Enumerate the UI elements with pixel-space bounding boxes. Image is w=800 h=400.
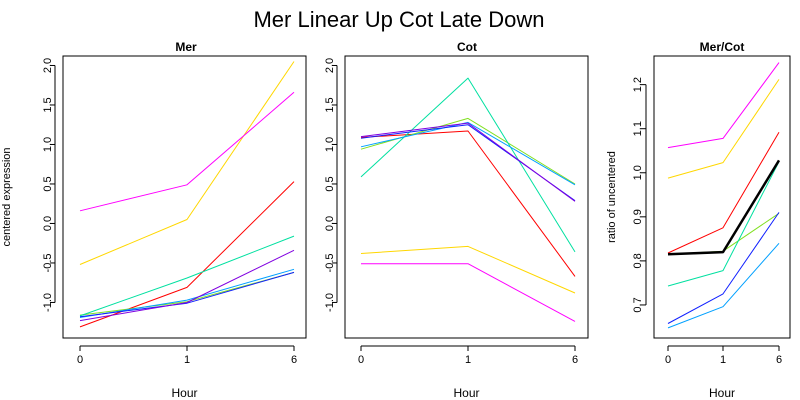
y-tick-label: -0.5 [324,253,336,272]
y-tick-label: 0.7 [632,297,644,312]
series-line-yellow [360,245,576,294]
y-tick-label: 1.5 [42,97,54,112]
panel-title: Mer [175,40,197,54]
series-line-blue [360,124,576,202]
y-tick-label: 0.8 [632,253,644,268]
y-tick-label: -0.5 [42,253,54,272]
x-tick-label: 6 [776,354,782,366]
series-line-cyan [667,242,780,329]
x-tick-label: 6 [291,354,297,366]
series-line-red [79,181,295,328]
panels: Mer -1.0 -0.5 0.0 0.5 1.0 1.5 2.0 0 1 6 Hour centere… [1,40,791,400]
x-tick-label: 1 [184,354,190,366]
series-line-blue [667,212,780,324]
series-line-teal [667,161,780,287]
y-tick-label: 1.0 [632,165,644,180]
series-line-red [667,131,780,254]
series-line-magenta [79,91,295,212]
series-line-cyan [79,268,295,318]
series-line-magenta [361,263,576,322]
x-axis-label: Hour [453,386,479,400]
y-tick-label: 0.0 [324,216,336,231]
x-tick-label: 0 [665,354,671,366]
y-tick-label: 1.0 [324,137,336,152]
x-axis-label: Hour [709,386,735,400]
panel-mer: Mer -1.0 -0.5 0.0 0.5 1.0 1.5 2.0 0 1 6 Hour centere… [1,40,307,400]
x-tick-label: 0 [77,354,83,366]
series-line-green [360,117,576,185]
y-axis-label: ratio of uncentered [606,151,618,243]
series-line-green [667,212,780,255]
y-tick-label: 1.1 [632,121,644,136]
y-tick-label: 0.5 [42,176,54,191]
y-tick-label: 2.0 [42,58,54,73]
figure-title: Mer Linear Up Cot Late Down [253,7,544,32]
y-tick-label: 0.5 [324,176,336,191]
panel-mer-cot: Mer/Cot 0.7 0.8 0.9 1.0 1.1 1.2 0 1 6 Hour ratio of… [606,40,791,400]
series-line-blue [79,271,295,318]
y-tick-label: 1.5 [324,97,336,112]
x-tick-label: 6 [572,354,578,366]
series-line-yellow [667,79,780,179]
series-line-teal [79,235,295,317]
series-line-cyan [360,121,576,186]
series-line-black [667,159,781,256]
panel-title: Mer/Cot [700,40,745,54]
series-line-purple [360,122,576,202]
plot-frame [344,55,589,339]
y-tick-label: -1.0 [324,293,336,312]
plot-frame [62,55,307,339]
y-tick-label: -1.0 [42,293,54,312]
y-axis-label: centered expression [1,147,13,246]
series-line-yellow [79,61,295,265]
x-tick-label: 1 [465,354,471,366]
series-line-red [360,130,576,277]
x-tick-label: 0 [358,354,364,366]
y-tick-label: 0.9 [632,209,644,224]
y-tick-label: 1.2 [632,77,644,92]
y-tick-label: 2.0 [324,58,336,73]
panel-cot: Cot -1.0 -0.5 0.0 0.5 1.0 1.5 2.0 0 1 6 Hour [324,40,589,400]
series-line-purple [79,249,295,322]
series-line-teal [360,77,576,253]
panel-title: Cot [457,40,477,54]
y-tick-label: 0.0 [42,216,54,231]
x-axis-label: Hour [171,386,197,400]
plot-frame [653,55,791,339]
series-line-magenta [667,62,780,149]
x-tick-label: 1 [720,354,726,366]
y-tick-label: 1.0 [42,137,54,152]
